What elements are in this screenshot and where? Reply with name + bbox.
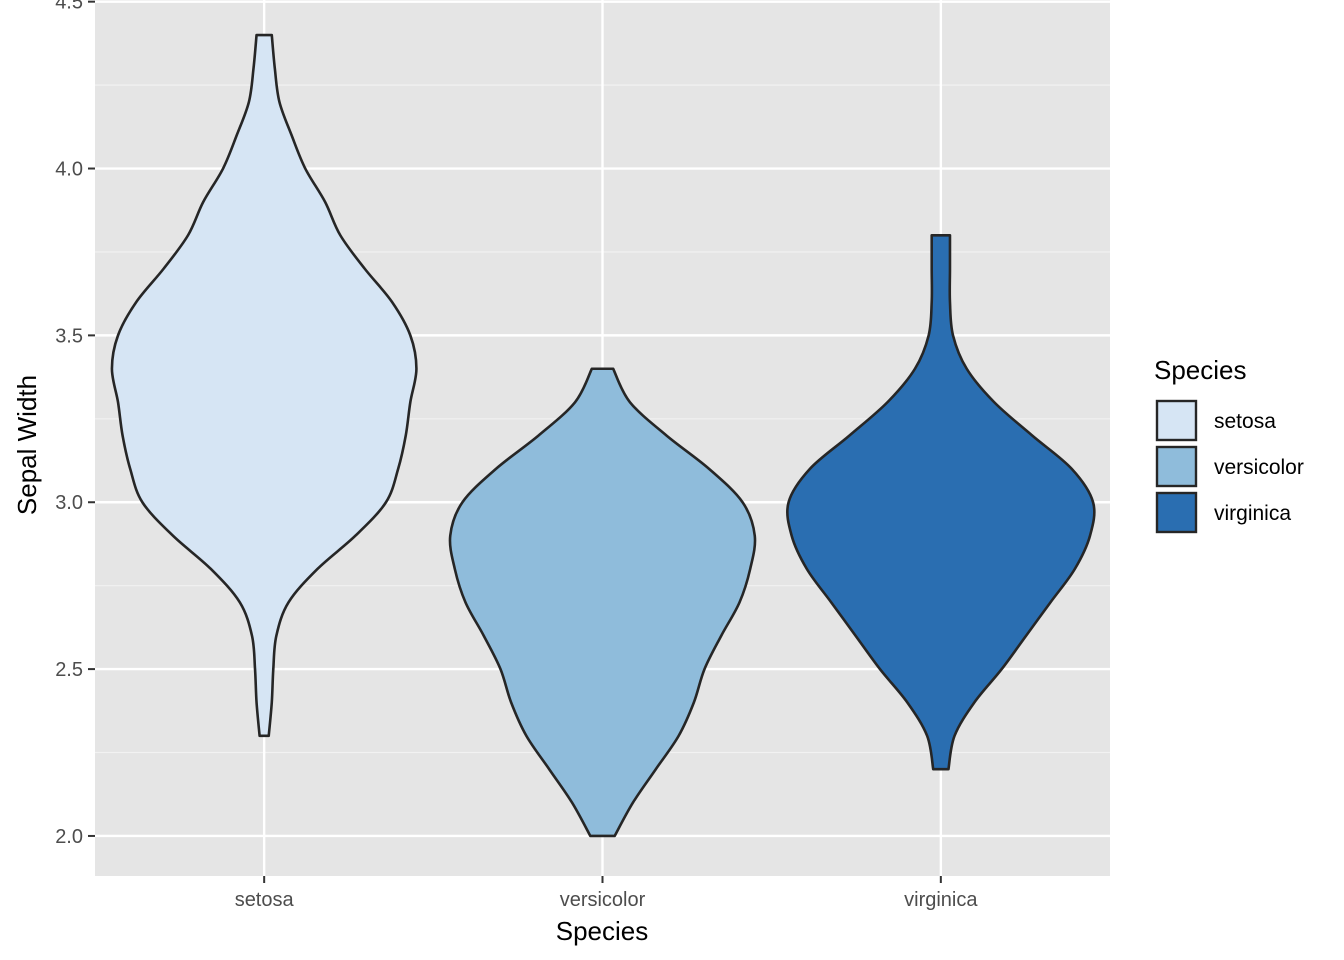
- legend: Species setosa versicolor virginica: [1154, 355, 1304, 534]
- legend-swatch-setosa: [1155, 399, 1198, 442]
- legend-swatch-virginica: [1155, 491, 1198, 534]
- x-tick-label-versicolor: versicolor: [560, 889, 646, 911]
- legend-entry-versicolor: versicolor: [1155, 445, 1304, 488]
- violin-virginica: [786, 233, 1096, 771]
- violin-versicolor: [448, 367, 757, 838]
- x-tick-label-virginica: virginica: [904, 889, 978, 911]
- y-tick-label: 4.0: [55, 159, 83, 181]
- x-axis-title: Species: [556, 916, 649, 946]
- violin-setosa: [110, 33, 418, 738]
- y-tick-label: 3.0: [55, 492, 83, 514]
- y-axis-title: Sepal Width: [12, 375, 42, 515]
- y-tick-label: 4.5: [55, 0, 83, 14]
- legend-entry-virginica: virginica: [1155, 491, 1291, 534]
- legend-label-virginica: virginica: [1214, 502, 1291, 525]
- x-tick-label-setosa: setosa: [235, 889, 295, 911]
- legend-title: Species: [1154, 355, 1247, 385]
- x-axis: setosa versicolor virginica: [235, 876, 978, 911]
- y-tick-label: 2.0: [55, 826, 83, 848]
- violins: [110, 33, 1096, 838]
- y-tick-label: 3.5: [55, 325, 83, 347]
- y-axis: 2.0 2.5 3.0 3.5 4.0 4.5: [55, 0, 95, 848]
- legend-label-versicolor: versicolor: [1214, 456, 1304, 479]
- legend-label-setosa: setosa: [1214, 410, 1276, 433]
- y-tick-label: 2.5: [55, 659, 83, 681]
- legend-entry-setosa: setosa: [1155, 399, 1276, 442]
- legend-swatch-versicolor: [1155, 445, 1198, 488]
